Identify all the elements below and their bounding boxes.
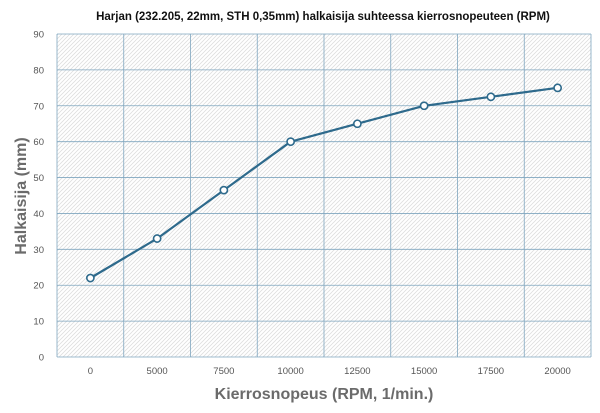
data-point-marker: [286, 137, 296, 147]
data-point-marker: [219, 185, 229, 195]
chart-title: Harjan (232.205, 22mm, STH 0,35mm) halka…: [96, 11, 550, 23]
data-point-marker: [419, 101, 429, 111]
y-tick-label: 50: [33, 173, 44, 184]
x-tick-label: 5000: [147, 366, 168, 377]
data-point-marker: [553, 83, 563, 93]
vertical-gridlines: [56, 34, 592, 357]
x-tick-label: 17500: [478, 366, 504, 377]
y-axis-title: Halkaisija (mm): [13, 137, 30, 254]
y-tick-label: 30: [33, 245, 44, 256]
y-tick-label: 20: [33, 281, 44, 292]
x-tick-label: 20000: [544, 366, 570, 377]
y-tick-label: 70: [33, 101, 44, 112]
series-group: [85, 83, 563, 283]
data-point-marker: [85, 273, 95, 283]
x-tick-label: 15000: [411, 366, 437, 377]
y-axis-ticks: 0 10 20 30 40 50 60 70 80 90: [33, 30, 44, 364]
series-line: [89, 86, 559, 280]
y-tick-label: 40: [33, 209, 44, 220]
x-axis-ticks: 0 5000 7500 10000 12500 15000 17500 20000: [88, 366, 571, 377]
y-tick-label: 10: [33, 317, 44, 328]
y-tick-label: 60: [33, 137, 44, 148]
x-tick-label: 12500: [344, 366, 370, 377]
x-axis-title: Kierrosnopeus (RPM, 1/min.): [215, 386, 434, 403]
data-point-marker: [352, 119, 362, 129]
y-tick-label: 80: [33, 65, 44, 76]
x-tick-label: 0: [88, 366, 93, 377]
x-tick-label: 10000: [277, 366, 303, 377]
x-tick-label: 7500: [213, 366, 234, 377]
data-point-marker: [486, 92, 496, 102]
data-point-marker: [152, 234, 162, 243]
y-tick-label: 90: [33, 30, 44, 41]
y-tick-label: 0: [39, 353, 44, 364]
